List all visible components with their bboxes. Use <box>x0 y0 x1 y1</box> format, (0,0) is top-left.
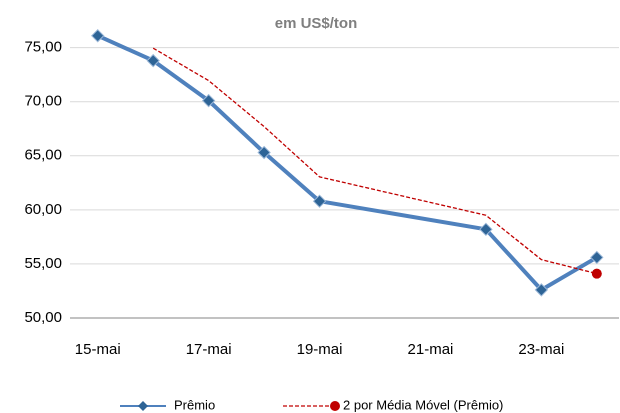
x-tick-label: 17-mai <box>186 341 232 358</box>
point-marker <box>591 268 602 279</box>
legend-marker <box>330 401 340 411</box>
legend-marker <box>138 401 148 411</box>
y-tick-label: 70,00 <box>24 93 62 110</box>
y-tick-label: 60,00 <box>24 201 62 218</box>
point-marker <box>257 145 271 160</box>
chart-subtitle: em US$/ton <box>275 15 358 32</box>
point-marker <box>146 53 160 68</box>
legend-label: Prêmio <box>174 397 215 412</box>
point-marker <box>534 283 549 297</box>
series-line <box>152 47 597 275</box>
series-line <box>96 33 598 292</box>
y-tick-label: 65,00 <box>24 147 62 164</box>
x-tick-label: 23-mai <box>518 341 564 358</box>
x-tick-label: 21-mai <box>408 341 454 358</box>
point-marker <box>312 194 327 208</box>
y-tick-label: 75,00 <box>24 39 62 56</box>
x-tick-label: 19-mai <box>297 341 343 358</box>
x-tick-label: 15-mai <box>75 341 121 358</box>
point-marker <box>590 250 604 265</box>
point-marker <box>479 222 493 237</box>
legend-label: 2 por Média Móvel (Prêmio) <box>343 397 503 412</box>
y-tick-label: 55,00 <box>24 255 62 272</box>
y-tick-label: 50,00 <box>24 309 62 326</box>
point-marker <box>91 29 105 43</box>
point-marker <box>201 93 216 108</box>
